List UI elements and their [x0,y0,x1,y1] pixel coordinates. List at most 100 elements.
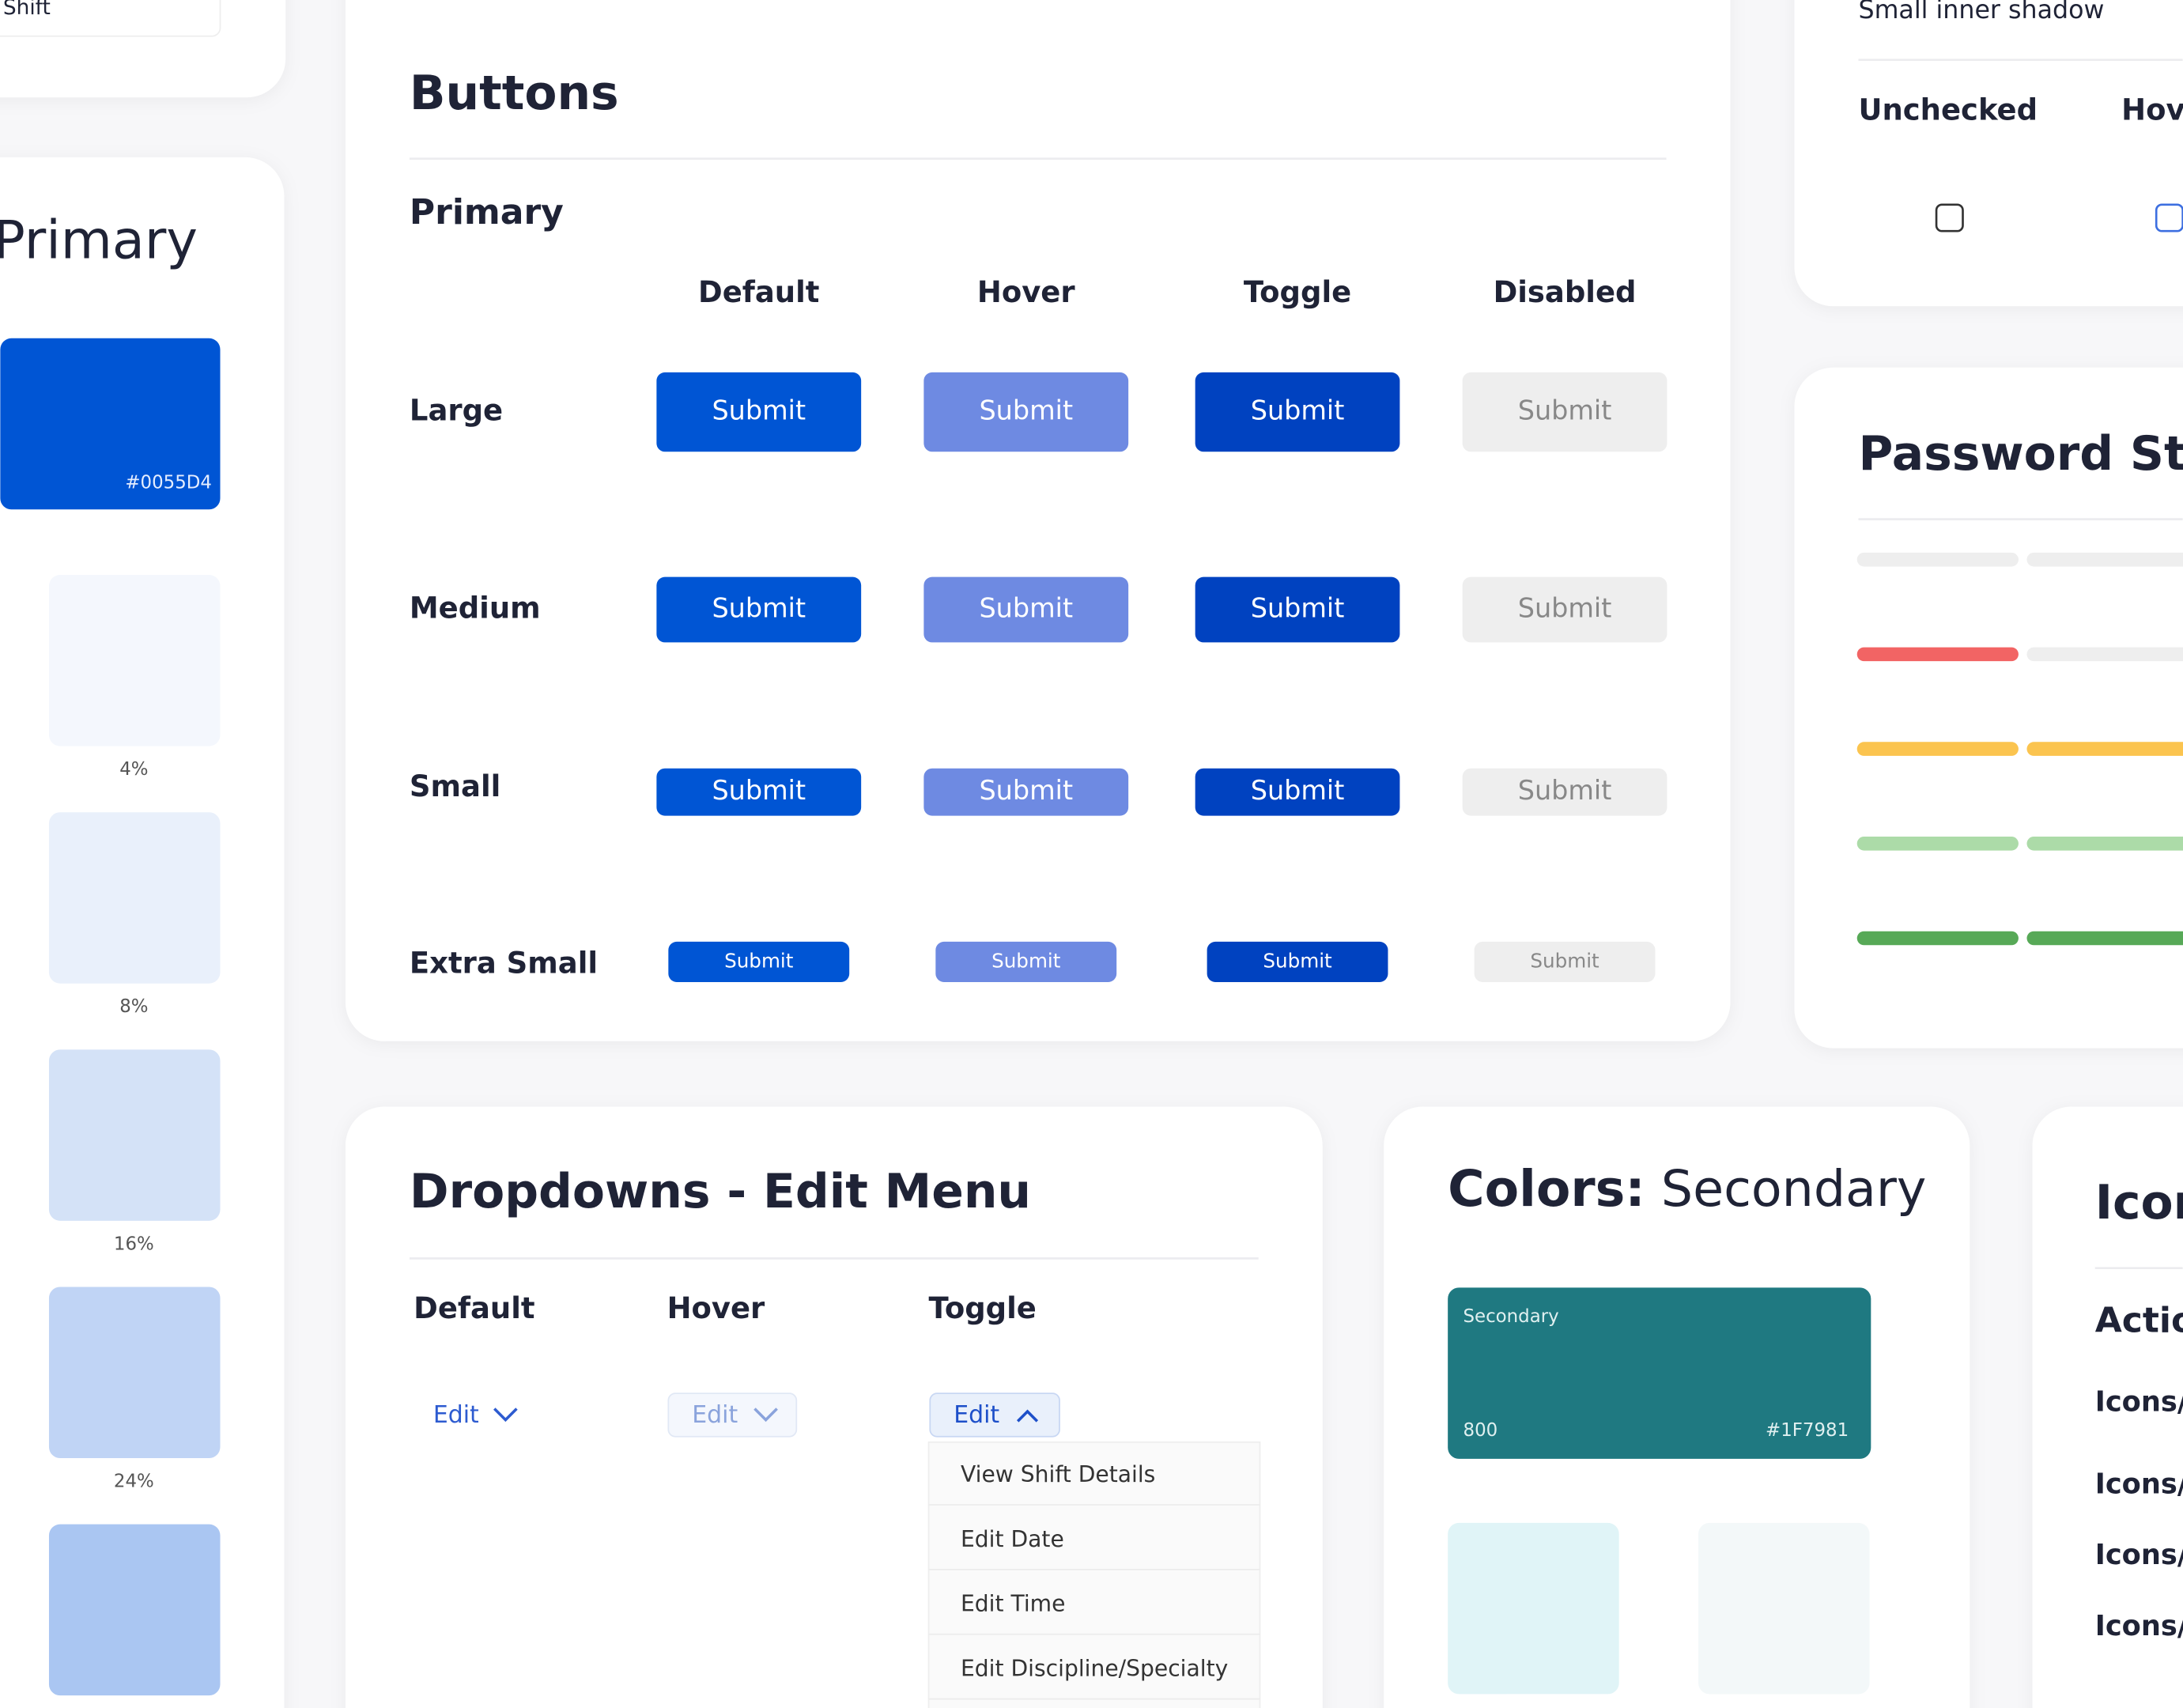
strength-bar [1856,647,2019,662]
swatch-name: Secondary [1464,1306,1559,1327]
strength-bar [1856,931,2019,946]
menu-item[interactable]: Edit Discipline/Specialty [961,1656,1228,1682]
shadow-label: Small inner shadow [1858,0,2104,25]
button-label: Submit [991,949,1061,972]
icons-section: Actions [2095,1300,2183,1340]
buttons-card [345,0,1731,1041]
icon-item: Icons/ [2095,1385,2183,1418]
primary-swatch [0,338,221,510]
submit-button[interactable] [656,576,862,643]
strength-bar [2026,742,2183,756]
button-label: Submit [712,395,806,426]
strength-bar [2026,647,2183,662]
row-label: Medium [410,591,541,625]
submit-button[interactable] [1195,372,1400,452]
tint-swatch [48,1287,221,1459]
submit-button[interactable] [656,372,862,452]
edit-dropdown[interactable] [929,1392,1060,1438]
edit-dropdown[interactable] [667,1392,798,1438]
column-header: Toggle [1244,275,1351,309]
button-label: Submit [1518,593,1612,624]
strength-bar [2026,836,2183,851]
icon-item: Icons/ [2095,1539,2183,1571]
submit-button[interactable] [1207,941,1388,982]
icon-item: Icons/ [2095,1610,2183,1642]
primary-title: Primary [0,210,198,271]
strength-bar [1856,836,2019,851]
colors-title: Colors: Secondary [1448,1158,1926,1217]
swatch-shade: 800 [1464,1420,1498,1441]
button-label: Submit [1251,395,1345,426]
button-label: Submit [712,775,806,806]
submit-button [1462,372,1667,452]
checkbox-state: Hover [2121,93,2183,127]
column-header: Hover [667,1291,765,1325]
row-label: Extra Small [410,946,598,980]
strength-bar [1856,742,2019,756]
colors-title-bold: Colors: [1448,1158,1645,1217]
swatch-label: 24% [114,1471,154,1491]
dropdown-menu [927,1441,1261,1708]
button-label: Submit [1518,775,1612,806]
colors-title-rest: Secondary [1661,1158,1927,1217]
edit-label: Edit [433,1401,479,1429]
submit-button [1474,941,1656,982]
row-label: Large [410,394,503,428]
swatch-hex: #1F7981 [1766,1420,1849,1441]
column-header: Default [698,275,819,309]
submit-button[interactable] [656,768,862,816]
row-label: Small [410,769,500,803]
submit-button[interactable] [1195,768,1400,816]
chevron [493,1408,518,1423]
strength-bars [1856,552,2183,946]
password-title: Password Strength [1858,426,2183,482]
submit-button[interactable] [935,941,1117,982]
tint-swatch [48,1524,221,1696]
strength-bar [1856,552,2019,567]
column-header: Disabled [1494,275,1637,309]
button-label: Submit [1251,593,1345,624]
swatch-label: 8% [119,996,148,1017]
button-label: Submit [1530,949,1599,972]
edit-label: Edit [692,1401,738,1429]
chevron [753,1408,778,1423]
tint-swatch [48,812,221,984]
buttons-section: Primary [410,192,564,232]
submit-button [1462,576,1667,643]
tint-swatch [48,575,221,746]
submit-button [1462,768,1667,816]
button-label: Submit [979,775,1073,806]
button-label: Submit [1251,775,1345,806]
button-label: Submit [1518,395,1612,426]
menu-item[interactable]: Edit Date [961,1526,1064,1552]
buttons-title: Buttons [410,66,619,121]
submit-button[interactable] [923,576,1129,643]
icons-title: Icons [2095,1175,2183,1230]
swatch-label: 16% [114,1234,154,1254]
button-label: Submit [712,593,806,624]
button-label: Submit [979,395,1073,426]
checkbox[interactable] [2155,203,2183,232]
shift-label: Shift [3,0,51,20]
menu-item[interactable]: Edit Time [961,1591,1065,1617]
secondary-swatch [1448,1287,1871,1459]
checkbox-card [1794,0,2183,307]
checkbox-state: Unchecked [1858,93,2038,127]
tint-swatch [1448,1522,1619,1695]
menu-item[interactable]: View Shift Details [961,1461,1155,1487]
button-label: Submit [979,593,1073,624]
primary-hex: #0055D4 [125,472,212,493]
submit-button[interactable] [1195,576,1400,643]
button-label: Submit [724,949,794,972]
tint-swatch [48,1049,221,1221]
icon-item: Icons/ [2095,1468,2183,1500]
submit-button[interactable] [923,768,1129,816]
edit-label: Edit [954,1401,999,1429]
submit-button[interactable] [668,941,850,982]
shift-box [0,0,221,37]
strength-bar [2026,552,2183,567]
submit-button[interactable] [923,372,1129,452]
checkbox[interactable] [1935,203,1964,232]
